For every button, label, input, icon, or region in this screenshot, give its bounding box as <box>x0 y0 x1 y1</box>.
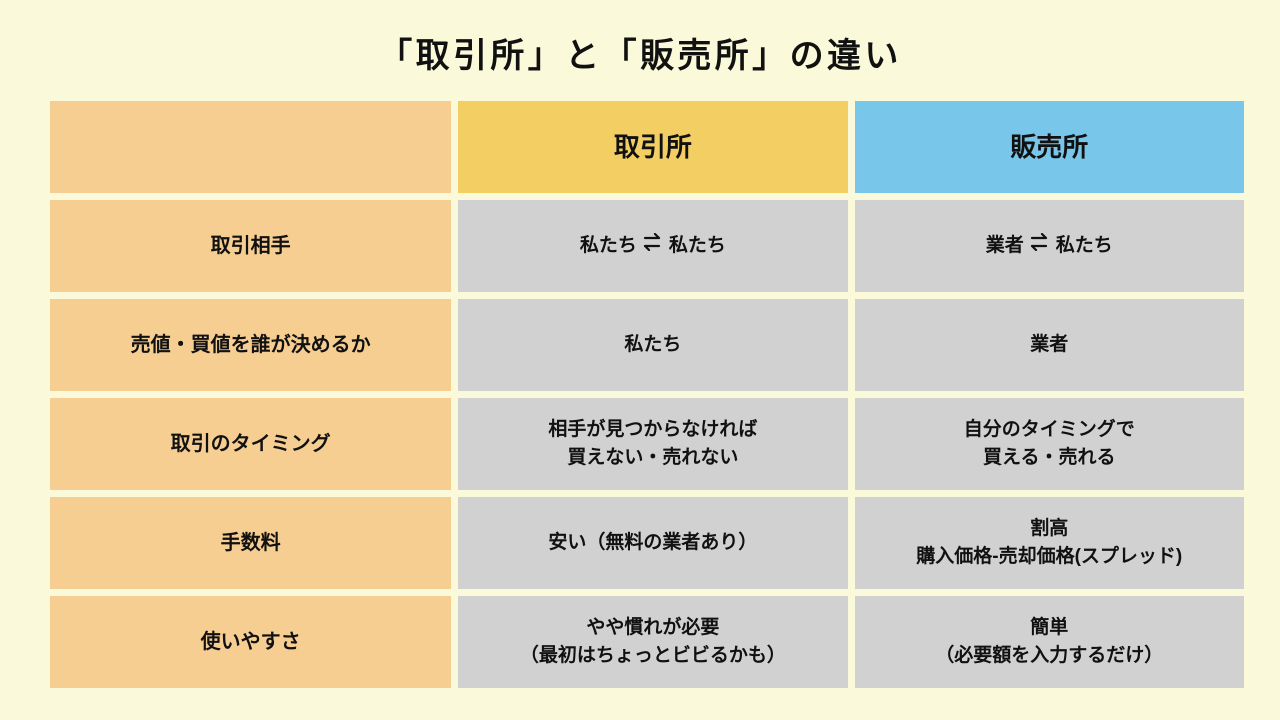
cell-text-post: 私たち <box>1056 232 1113 261</box>
header-blank <box>50 101 451 193</box>
row-value-a: 私たち 私たち <box>458 200 847 292</box>
row-value-b: 業者 私たち <box>855 200 1244 292</box>
cell-text-post: 私たち <box>669 232 726 261</box>
swap-icon <box>642 232 664 261</box>
row-label: 売値・買値を誰が決めるか <box>50 299 451 391</box>
row-label: 取引のタイミング <box>50 398 451 490</box>
row-value-b: 割高購入価格-売却価格(スプレッド) <box>855 497 1244 589</box>
row-value-b: 自分のタイミングで買える・売れる <box>855 398 1244 490</box>
comparison-table: 取引所 販売所 取引相手 私たち 私たち 業者 私たち 売値・買値を誰が決めるか… <box>50 101 1230 688</box>
row-value-b: 簡単（必要額を入力するだけ） <box>855 596 1244 688</box>
swap-icon <box>1029 232 1051 261</box>
row-label: 手数料 <box>50 497 451 589</box>
row-value-a: やや慣れが必要（最初はちょっとビビるかも） <box>458 596 847 688</box>
row-label: 使いやすさ <box>50 596 451 688</box>
page-title: 「取引所」と「販売所」の違い <box>378 28 902 77</box>
row-value-b: 業者 <box>855 299 1244 391</box>
header-exchange: 取引所 <box>458 101 847 193</box>
row-value-a: 相手が見つからなければ買えない・売れない <box>458 398 847 490</box>
row-value-a: 私たち <box>458 299 847 391</box>
row-value-a: 安い（無料の業者あり） <box>458 497 847 589</box>
cell-text-pre: 業者 <box>986 232 1024 261</box>
header-seller: 販売所 <box>855 101 1244 193</box>
row-label: 取引相手 <box>50 200 451 292</box>
cell-text-pre: 私たち <box>580 232 637 261</box>
